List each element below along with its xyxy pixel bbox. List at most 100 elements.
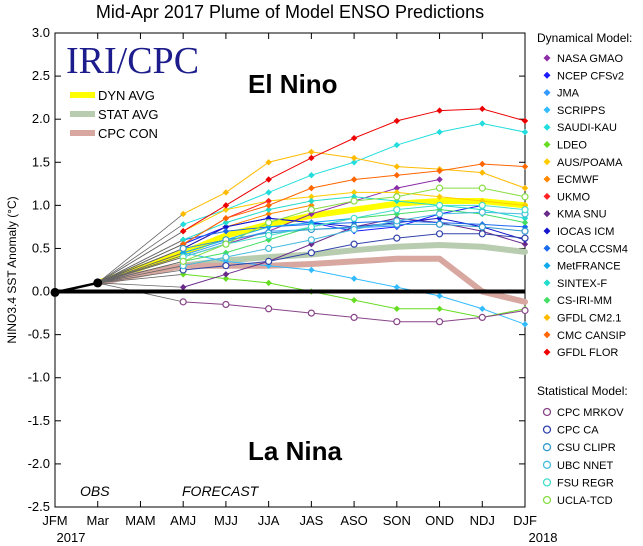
- point-aus-poama: [222, 206, 230, 213]
- observed-line: [54, 281, 98, 294]
- observed-point: [93, 278, 103, 288]
- legend-label-cpc-mrkov: CPC MRKOV: [557, 407, 624, 419]
- legend-marker-cpc-ca: [542, 425, 552, 434]
- point-cpc-mrkov: [435, 318, 444, 326]
- y-tick-label: -2.0: [28, 456, 50, 471]
- point-cmc-cansip: [393, 172, 401, 179]
- point-cpc-mrkov: [350, 313, 358, 321]
- point-gfdl-cm2-1: [521, 184, 529, 192]
- point-saudi-kau: [479, 120, 486, 127]
- legend-label-cpc-ca: CPC CA: [557, 425, 599, 437]
- leader-line-kma-snu: [97, 282, 184, 288]
- point-cpc-mrkov: [393, 318, 401, 326]
- year-label-start: 2017: [57, 530, 86, 545]
- legend-marker-cs-iri-mm: [543, 296, 551, 304]
- y-tick-label: 3.0: [32, 25, 50, 40]
- legend-marker-kma-snu: [543, 210, 551, 218]
- point-fsu-regr: [435, 201, 444, 209]
- leader-line-saudi-kau: [97, 223, 184, 284]
- x-tick-label: JJA: [258, 513, 280, 528]
- x-tick-label: AMJ: [170, 513, 196, 528]
- point-scripps: [393, 284, 401, 291]
- x-tick-label: MAM: [125, 513, 155, 528]
- legend-label-metfrance: MetFRANCE: [557, 261, 621, 273]
- forecast-label: FORECAST: [182, 483, 260, 499]
- point-ucla-tcd: [179, 257, 187, 265]
- point-saudi-kau: [521, 128, 529, 136]
- point-gfdl-cm2-1: [179, 210, 187, 218]
- point-gfdl-flor: [436, 107, 443, 114]
- point-fsu-regr: [521, 206, 529, 214]
- point-ubc-nnet: [307, 236, 315, 244]
- legend-label-fsu-regr: FSU REGR: [557, 477, 614, 489]
- point-fsu-regr: [265, 231, 273, 240]
- point-sintex-f: [350, 193, 358, 200]
- point-kma-snu: [521, 240, 529, 248]
- legend-marker-ldeo: [543, 141, 551, 148]
- point-fsu-regr: [478, 201, 486, 209]
- point-cpc-mrkov: [478, 313, 486, 321]
- point-cpc-ca: [521, 234, 529, 242]
- point-ucla-tcd: [222, 240, 230, 248]
- avg-legend-label-dyn-avg: DYN AVG: [98, 88, 155, 103]
- point-gfdl-cm2-1: [222, 189, 230, 196]
- point-ukmo: [265, 197, 272, 205]
- legend-label-ukmo: UKMO: [557, 191, 590, 203]
- point-gfdl-flor: [179, 228, 187, 235]
- legend-marker-ncep-cfsv2: [543, 71, 551, 79]
- legend-marker-nasa-gmao: [543, 54, 551, 62]
- x-tick-label: SON: [383, 513, 411, 528]
- leader-line-gfdl-cm2-1: [97, 213, 184, 284]
- leader-line-cpc-ca: [97, 269, 184, 284]
- point-ucla-tcd: [307, 206, 315, 214]
- point-ldeo: [393, 305, 401, 312]
- point-ubc-nnet: [393, 217, 401, 225]
- point-cmc-cansip: [436, 167, 443, 175]
- point-ubc-nnet: [222, 253, 230, 261]
- point-gfdl-cm2-1: [393, 163, 401, 170]
- point-gfdl-flor: [350, 134, 358, 142]
- point-csu-clipr: [478, 223, 486, 231]
- point-cpc-ca: [307, 249, 315, 257]
- point-csu-clipr: [521, 227, 529, 235]
- legend-label-cmc-cansip: CMC CANSIP: [557, 330, 626, 342]
- point-gfdl-cm2-1: [350, 154, 358, 162]
- legend-label-gfdl-flor: GFDL FLOR: [557, 347, 618, 359]
- legend-label-saudi-kau: SAUDI-KAU: [557, 122, 617, 134]
- point-cpc-ca: [265, 257, 273, 265]
- point-fsu-regr: [307, 223, 315, 231]
- x-axis: JFM Mar MAM AMJ MJJ JJA JAS ASO SON OND NDJ DJF: [42, 33, 537, 528]
- avg-line-cpc-con: [94, 255, 528, 305]
- point-aus-poama: [308, 193, 315, 200]
- point-cpc-ca: [435, 230, 444, 238]
- legend-label-ubc-nnet: UBC NNET: [557, 460, 614, 472]
- plot-area: [50, 105, 529, 328]
- point-scripps: [521, 321, 529, 328]
- point-saudi-kau: [436, 128, 443, 136]
- point-nasa-gmao: [436, 176, 443, 183]
- legend-label-sintex-f: SINTEX-F: [557, 278, 607, 290]
- point-nasa-gmao: [393, 184, 401, 192]
- point-ubc-nnet: [435, 210, 444, 218]
- legend-marker-metfrance: [543, 262, 551, 270]
- point-ldeo: [436, 305, 443, 312]
- legend-label-ldeo: LDEO: [557, 140, 587, 152]
- point-saudi-kau: [393, 141, 401, 149]
- point-ucla-tcd: [350, 197, 358, 205]
- x-tick-label: OND: [425, 513, 454, 528]
- legend-marker-aus-poama: [543, 158, 551, 166]
- point-cs-iri-mm: [521, 219, 529, 226]
- legend-label-cola-ccsm4: COLA CCSM4: [557, 243, 628, 255]
- y-tick-label: 0.5: [32, 240, 50, 255]
- point-ubc-nnet: [265, 244, 273, 253]
- x-tick-label: ASO: [340, 513, 367, 528]
- legend-marker-cpc-mrkov: [542, 407, 552, 417]
- point-fsu-regr: [393, 206, 401, 214]
- point-ldeo: [350, 296, 358, 304]
- legend-marker-gfdl-flor: [543, 348, 551, 356]
- point-ecmwf: [265, 210, 272, 218]
- model-legend: Dynamical Model: NASA GMAO NCEP CFSv2 JMA SC…: [537, 31, 632, 507]
- x-tick-label: JAS: [299, 513, 323, 528]
- leader-line-sintex-f: [97, 239, 184, 284]
